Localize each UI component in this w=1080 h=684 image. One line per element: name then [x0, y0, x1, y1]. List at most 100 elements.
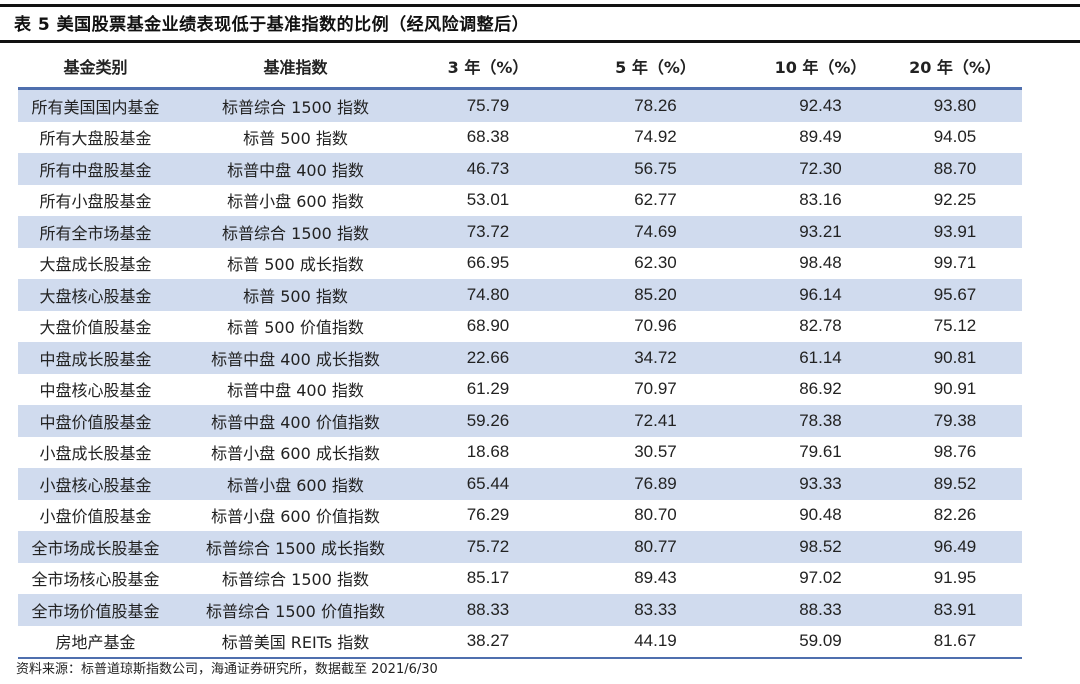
table-row: 小盘成长股基金 标普小盘 600 成长指数 18.68 30.57 79.61 98.76 [18, 437, 1022, 469]
cell-pct-20y: 79.38 [933, 410, 977, 430]
table-row: 全市场价值股基金 标普综合 1500 价值指数 88.33 83.33 88.33 83.… [18, 594, 1022, 626]
cell-pct-20y: 88.70 [933, 158, 977, 178]
table-row: 所有中盘股基金 标普中盘 400 指数 46.73 56.75 72.30 88.70 [18, 153, 1022, 185]
cell-pct-5y: 44.19 [634, 631, 677, 651]
table-row: 小盘价值股基金 标普小盘 600 价值指数 76.29 80.70 90.48 82.26 [18, 500, 1022, 532]
cell-benchmark: 标普 500 指数 [243, 129, 348, 149]
cell-benchmark: 标普综合 1500 指数 [222, 97, 369, 117]
data-table: 基金类别 基准指数 3 年（%） 5 年（%） 10 年（%） 20 年（%） … [18, 44, 1022, 659]
table-row: 所有小盘股基金 标普小盘 600 指数 53.01 62.77 83.16 92.25 [18, 185, 1022, 217]
cell-pct-20y: 95.67 [933, 284, 977, 304]
cell-pct-10y: 96.14 [799, 284, 842, 304]
cell-pct-10y: 78.38 [799, 410, 842, 430]
cell-pct-20y: 91.95 [933, 568, 977, 588]
cell-fund-category: 所有小盘股基金 [39, 192, 152, 212]
cell-pct-10y: 97.02 [799, 568, 842, 588]
cell-pct-3y: 61.29 [466, 379, 510, 399]
table-header: 基金类别 基准指数 3 年（%） 5 年（%） 10 年（%） 20 年（%） [18, 44, 1022, 90]
cell-fund-category: 大盘核心股基金 [39, 286, 152, 306]
cell-pct-20y: 92.25 [933, 190, 977, 210]
cell-pct-5y: 72.41 [634, 410, 677, 430]
header-10y: 10 年（%） [774, 57, 867, 77]
cell-benchmark: 标普综合 1500 价值指数 [206, 601, 385, 621]
cell-pct-3y: 65.44 [466, 473, 510, 493]
cell-pct-5y: 30.57 [634, 442, 677, 462]
cell-pct-10y: 98.52 [799, 536, 842, 556]
cell-pct-3y: 59.26 [466, 410, 510, 430]
table-row: 中盘价值股基金 标普中盘 400 价值指数 59.26 72.41 78.38 79.38 [18, 405, 1022, 437]
cell-pct-10y: 83.16 [799, 190, 842, 210]
cell-pct-3y: 74.80 [466, 284, 510, 304]
cell-pct-3y: 68.90 [466, 316, 510, 336]
cell-benchmark: 标普中盘 400 价值指数 [211, 412, 380, 432]
cell-pct-10y: 90.48 [799, 505, 842, 525]
cell-pct-20y: 94.05 [933, 127, 977, 147]
cell-fund-category: 全市场成长股基金 [31, 538, 160, 558]
cell-benchmark: 标普 500 成长指数 [227, 255, 364, 275]
cell-benchmark: 标普小盘 600 价值指数 [211, 507, 380, 527]
cell-pct-10y: 88.33 [799, 599, 842, 619]
cell-pct-10y: 86.92 [799, 379, 842, 399]
cell-pct-5y: 85.20 [634, 284, 677, 304]
cell-pct-5y: 76.89 [634, 473, 677, 493]
header-3y: 3 年（%） [447, 57, 529, 77]
cell-pct-10y: 72.30 [799, 158, 842, 178]
cell-fund-category: 小盘价值股基金 [39, 507, 152, 527]
cell-pct-3y: 53.01 [466, 190, 510, 210]
cell-pct-3y: 88.33 [466, 599, 510, 619]
cell-pct-3y: 73.72 [466, 221, 510, 241]
cell-pct-5y: 62.77 [634, 190, 677, 210]
cell-fund-category: 小盘成长股基金 [39, 444, 152, 464]
cell-fund-category: 房地产基金 [55, 633, 136, 653]
cell-pct-10y: 59.09 [799, 631, 842, 651]
table-row: 全市场核心股基金 标普综合 1500 指数 85.17 89.43 97.02 91.95 [18, 563, 1022, 595]
cell-pct-3y: 76.29 [466, 505, 510, 525]
cell-pct-5y: 70.97 [634, 379, 677, 399]
cell-pct-3y: 75.79 [466, 95, 510, 115]
cell-pct-3y: 66.95 [466, 253, 510, 273]
cell-pct-5y: 74.69 [634, 221, 677, 241]
table-row: 小盘核心股基金 标普小盘 600 指数 65.44 76.89 93.33 89.52 [18, 468, 1022, 500]
cell-pct-5y: 80.70 [634, 505, 677, 525]
cell-pct-5y: 80.77 [634, 536, 677, 556]
cell-pct-5y: 78.26 [634, 95, 677, 115]
cell-pct-20y: 75.12 [933, 316, 977, 336]
cell-pct-5y: 70.96 [634, 316, 677, 336]
cell-benchmark: 标普中盘 400 指数 [227, 160, 364, 180]
cell-pct-20y: 98.76 [933, 442, 977, 462]
source-note: 资料来源：标普道琼斯指数公司，海通证券研究所，数据截至 2021/6/30 [16, 662, 438, 677]
title-rule [0, 40, 1080, 43]
cell-pct-3y: 68.38 [466, 127, 510, 147]
table-row: 所有大盘股基金 标普 500 指数 68.38 74.92 89.49 94.05 [18, 122, 1022, 154]
cell-pct-10y: 89.49 [799, 127, 842, 147]
table-row: 大盘成长股基金 标普 500 成长指数 66.95 62.30 98.48 99.71 [18, 248, 1022, 280]
cell-pct-10y: 92.43 [799, 95, 842, 115]
cell-benchmark: 标普小盘 600 指数 [227, 192, 364, 212]
cell-pct-3y: 75.72 [466, 536, 510, 556]
table-row: 全市场成长股基金 标普综合 1500 成长指数 75.72 80.77 98.52 96.… [18, 531, 1022, 563]
cell-benchmark: 标普中盘 400 指数 [227, 381, 364, 401]
table-row: 所有美国国内基金 标普综合 1500 指数 75.79 78.26 92.43 93.80 [18, 90, 1022, 122]
table-row: 大盘价值股基金 标普 500 价值指数 68.90 70.96 82.78 75.12 [18, 311, 1022, 343]
cell-pct-3y: 46.73 [466, 158, 510, 178]
cell-fund-category: 全市场核心股基金 [31, 570, 160, 590]
cell-fund-category: 大盘成长股基金 [39, 255, 152, 275]
cell-fund-category: 所有全市场基金 [39, 223, 152, 243]
cell-pct-20y: 93.80 [933, 95, 977, 115]
cell-benchmark: 标普美国 REITs 指数 [221, 633, 370, 653]
cell-pct-20y: 90.91 [933, 379, 977, 399]
table-row: 中盘成长股基金 标普中盘 400 成长指数 22.66 34.72 61.14 90.81 [18, 342, 1022, 374]
cell-pct-20y: 82.26 [933, 505, 977, 525]
cell-fund-category: 全市场价值股基金 [31, 601, 160, 621]
cell-pct-20y: 90.81 [933, 347, 977, 367]
cell-fund-category: 中盘核心股基金 [39, 381, 152, 401]
cell-benchmark: 标普小盘 600 指数 [227, 475, 364, 495]
cell-pct-10y: 93.21 [799, 221, 842, 241]
cell-pct-3y: 18.68 [466, 442, 510, 462]
cell-pct-5y: 56.75 [634, 158, 677, 178]
cell-pct-20y: 96.49 [933, 536, 977, 556]
top-rule [0, 4, 1080, 7]
cell-pct-3y: 22.66 [466, 347, 510, 367]
cell-benchmark: 标普综合 1500 指数 [222, 570, 369, 590]
cell-pct-10y: 61.14 [799, 347, 842, 367]
